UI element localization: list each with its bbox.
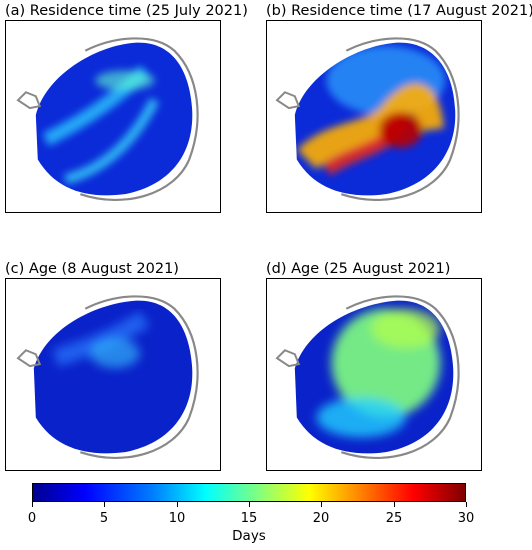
island <box>275 91 301 110</box>
colorbar-tick <box>320 502 322 507</box>
colorbar-tick <box>31 502 33 507</box>
colorbar-tick <box>248 502 250 507</box>
panel-b-map <box>266 20 482 213</box>
panel-d-title: (d) Age (25 August 2021) <box>266 261 451 277</box>
colorbar-tick-label: 0 <box>27 511 37 526</box>
panel-c-plot <box>16 295 199 459</box>
colorbar-tick-label: 15 <box>240 511 258 526</box>
shoreline <box>79 295 199 459</box>
shoreline <box>340 295 460 459</box>
panel-b-plot <box>275 37 460 201</box>
island <box>16 349 42 368</box>
colorbar-tick <box>393 502 395 507</box>
water-body <box>35 42 193 196</box>
colorbar-tick-label: 5 <box>99 511 109 526</box>
shoreline <box>79 37 199 201</box>
panel-a-map <box>5 20 221 213</box>
island <box>16 91 42 110</box>
panel-d-map <box>266 278 482 471</box>
island <box>275 349 301 368</box>
colorbar-tick-label: 20 <box>312 511 330 526</box>
panel-b-title: (b) Residence time (17 August 2021) <box>266 3 532 19</box>
colorbar-label: Days <box>232 528 266 544</box>
water-body <box>33 300 193 454</box>
colorbar <box>32 483 466 502</box>
colorbar-tick <box>176 502 178 507</box>
panel-c-title: (c) Age (8 August 2021) <box>5 261 179 277</box>
colorbar-tick <box>465 502 467 507</box>
panel-c-map <box>5 278 221 471</box>
shoreline <box>340 37 460 201</box>
panel-a-plot <box>16 37 199 201</box>
colorbar-tick-label: 25 <box>385 511 403 526</box>
colorbar-tick-label: 30 <box>457 511 475 526</box>
panel-a-title: (a) Residence time (25 July 2021) <box>5 3 248 19</box>
colorbar-tick-label: 10 <box>168 511 186 526</box>
panel-d-plot <box>275 295 460 459</box>
colorbar-tick <box>103 502 105 507</box>
